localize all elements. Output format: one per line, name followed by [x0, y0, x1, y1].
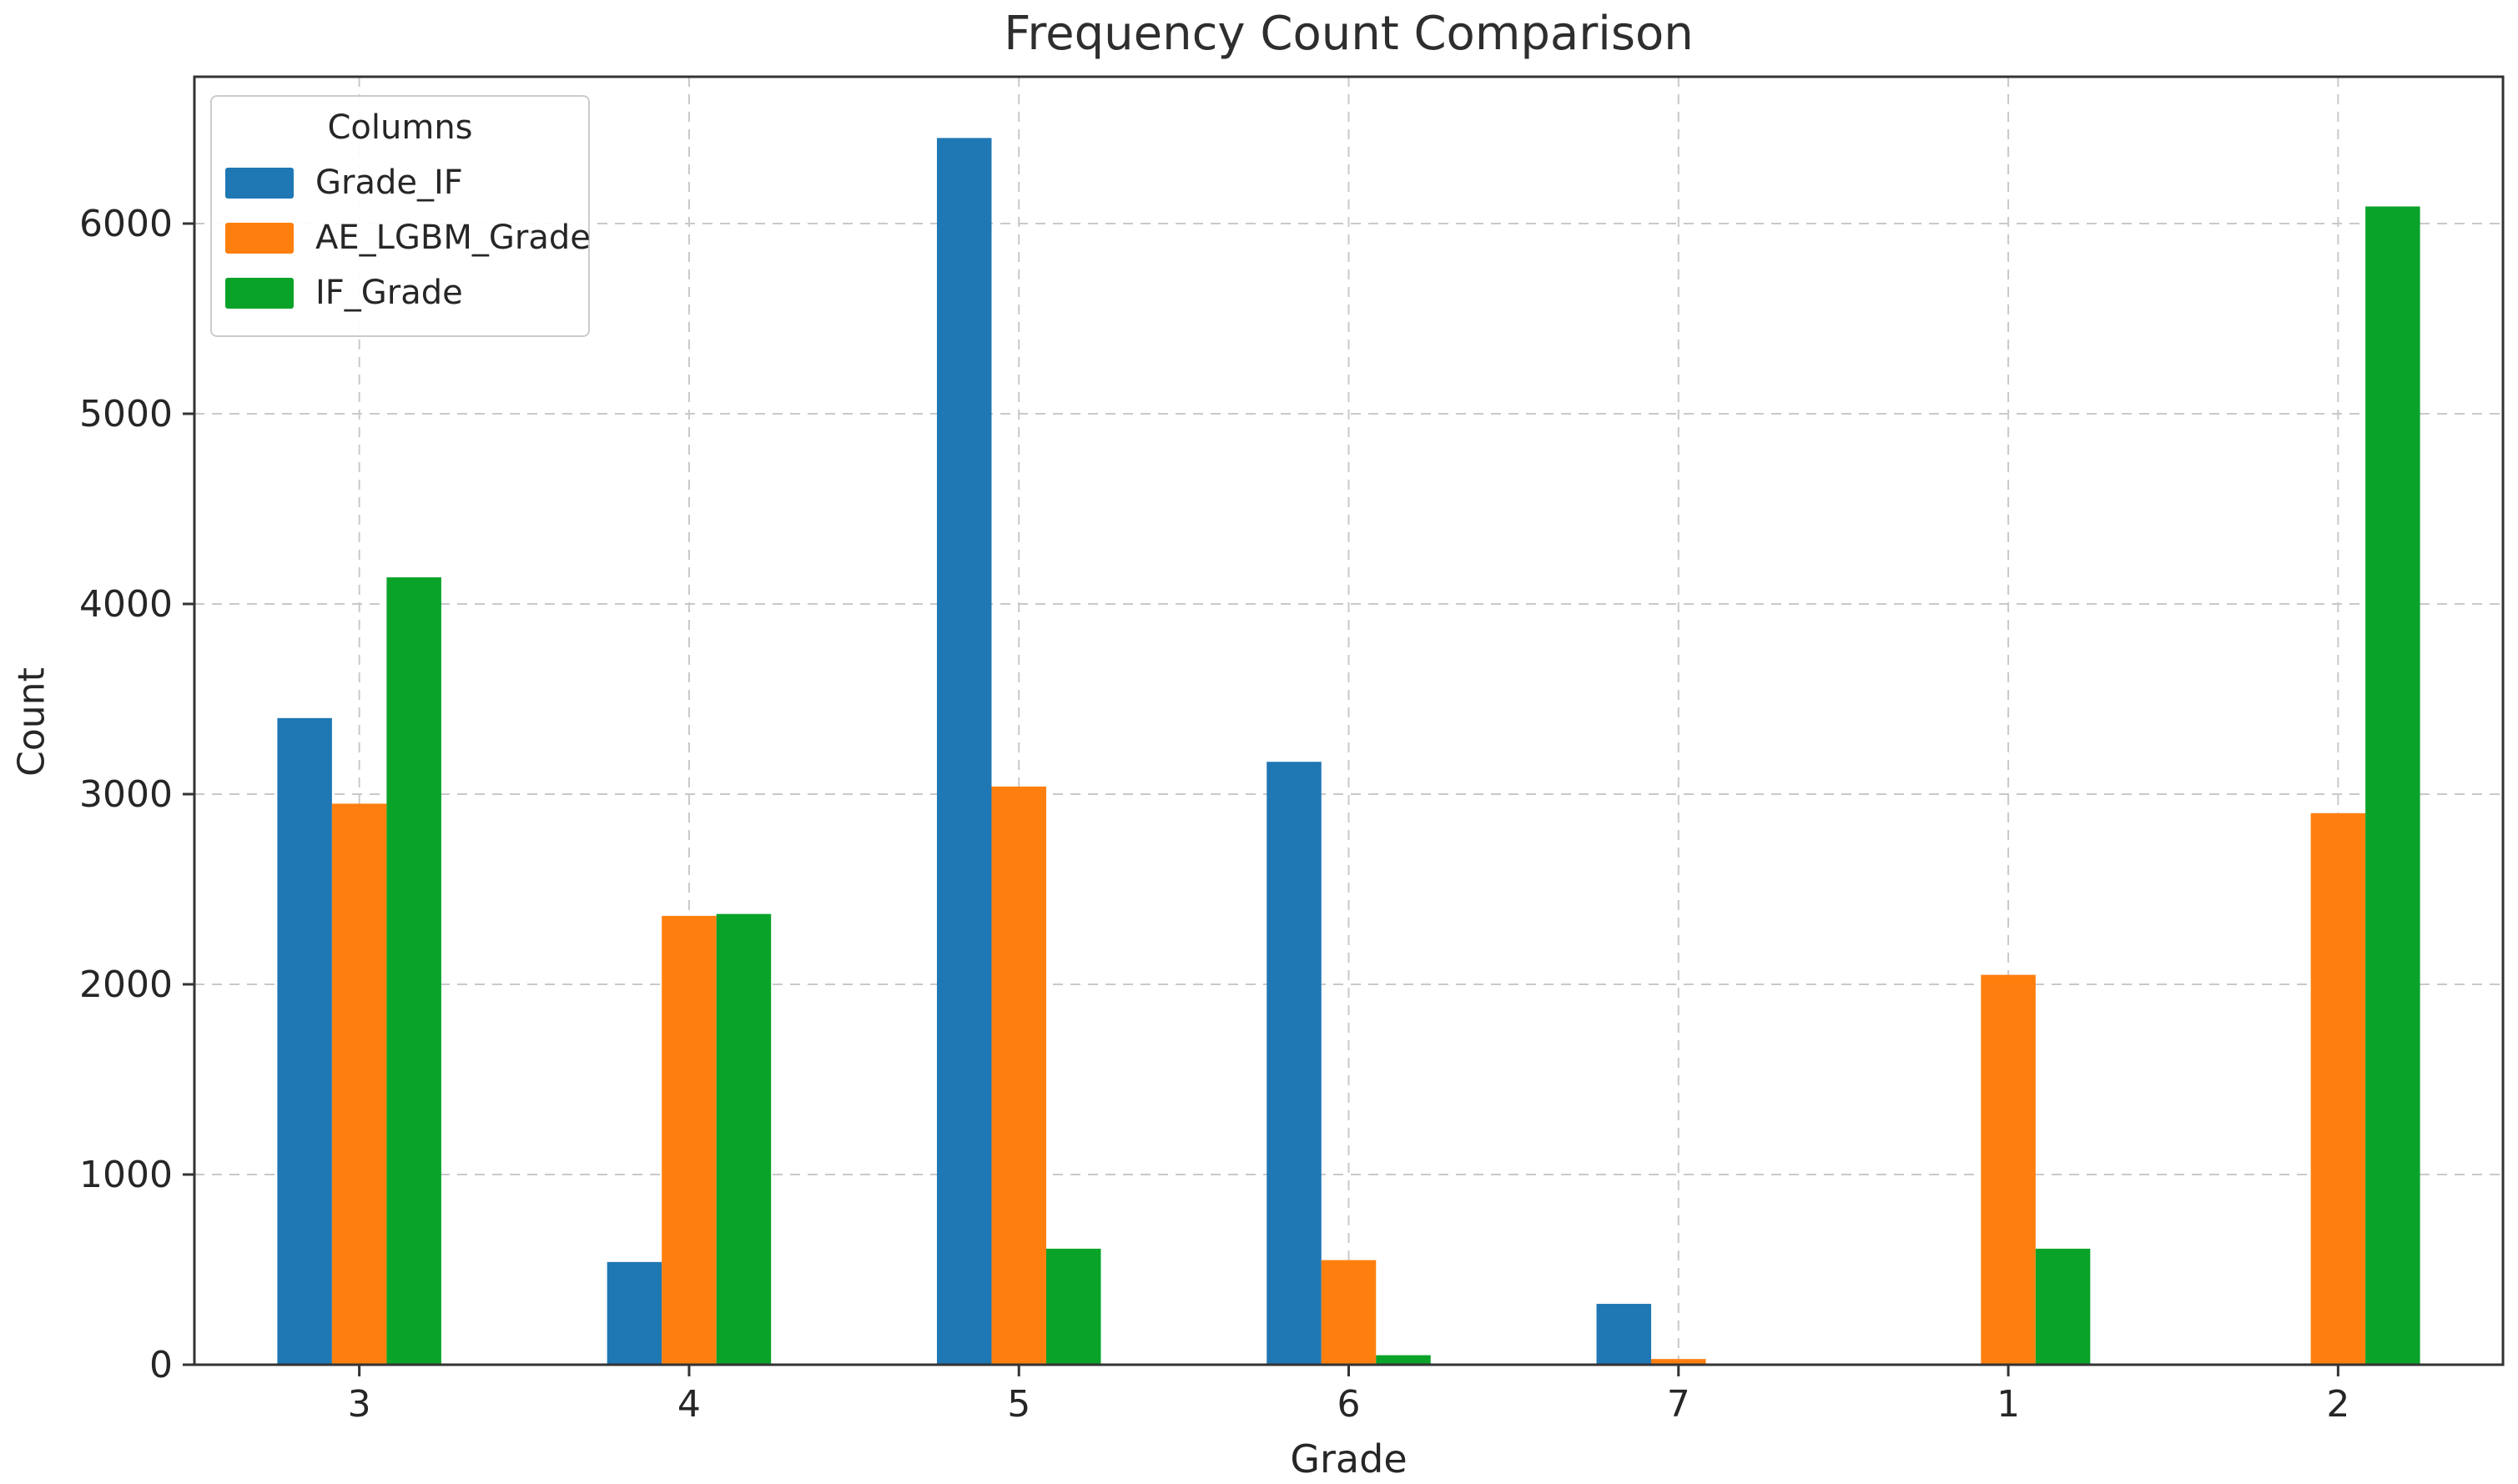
y-tick-label: 2000: [79, 963, 173, 1006]
bar-IF_Grade-3: [386, 577, 441, 1365]
y-tick-label: 1000: [79, 1154, 173, 1196]
legend: Columns Grade_IF AE_LGBM_Grade IF_Grade: [210, 95, 591, 337]
y-tick-label: 3000: [79, 773, 173, 816]
x-axis-label: Grade: [1290, 1436, 1408, 1481]
bar-AE_LGBM_Grade-2: [2310, 812, 2366, 1365]
x-tick-label: 3: [348, 1383, 371, 1426]
legend-swatch-icon: [225, 222, 294, 254]
legend-item: IF_Grade: [212, 265, 588, 320]
bar-AE_LGBM_Grade-6: [1321, 1260, 1377, 1365]
y-tick-label: 0: [149, 1344, 173, 1386]
bar-Grade_IF-5: [936, 138, 992, 1365]
legend-items: Grade_IF AE_LGBM_Grade IF_Grade: [212, 155, 591, 320]
bar-IF_Grade-5: [1045, 1248, 1101, 1365]
x-tick-label: 4: [677, 1383, 701, 1426]
legend-swatch-icon: [225, 167, 294, 199]
bar-AE_LGBM_Grade-4: [662, 915, 717, 1365]
bar-IF_Grade-2: [2365, 206, 2420, 1365]
x-tick-label: 1: [1997, 1383, 2020, 1426]
legend-item: Grade_IF: [212, 155, 588, 210]
bar-Grade_IF-7: [1596, 1304, 1652, 1365]
bar-Grade_IF-6: [1267, 762, 1322, 1365]
bar-IF_Grade-6: [1376, 1355, 1431, 1365]
legend-label: IF_Grade: [315, 274, 463, 312]
x-tick-label: 7: [1667, 1383, 1690, 1426]
chart-title: Frequency Count Comparison: [1004, 7, 1694, 61]
y-tick-label: 6000: [79, 203, 173, 245]
bar-Grade_IF-4: [607, 1261, 662, 1365]
x-tick-label: 2: [2326, 1383, 2349, 1426]
bar-AE_LGBM_Grade-5: [991, 786, 1046, 1365]
bar-AE_LGBM_Grade-3: [331, 803, 387, 1365]
bar-Grade_IF-3: [277, 717, 332, 1365]
legend-label: AE_LGBM_Grade: [315, 219, 591, 257]
bar-AE_LGBM_Grade-7: [1651, 1359, 1706, 1365]
legend-title: Columns: [327, 108, 473, 147]
legend-item: AE_LGBM_Grade: [212, 210, 591, 265]
x-tick-label: 6: [1337, 1383, 1361, 1426]
legend-swatch-icon: [225, 277, 294, 309]
y-tick-label: 4000: [79, 583, 173, 626]
x-tick-label: 5: [1007, 1383, 1030, 1426]
legend-label: Grade_IF: [315, 163, 463, 202]
bar-IF_Grade-4: [716, 913, 772, 1365]
bar-AE_LGBM_Grade-1: [1981, 974, 2036, 1365]
bar-IF_Grade-1: [2035, 1248, 2091, 1365]
y-tick-label: 5000: [79, 393, 173, 435]
